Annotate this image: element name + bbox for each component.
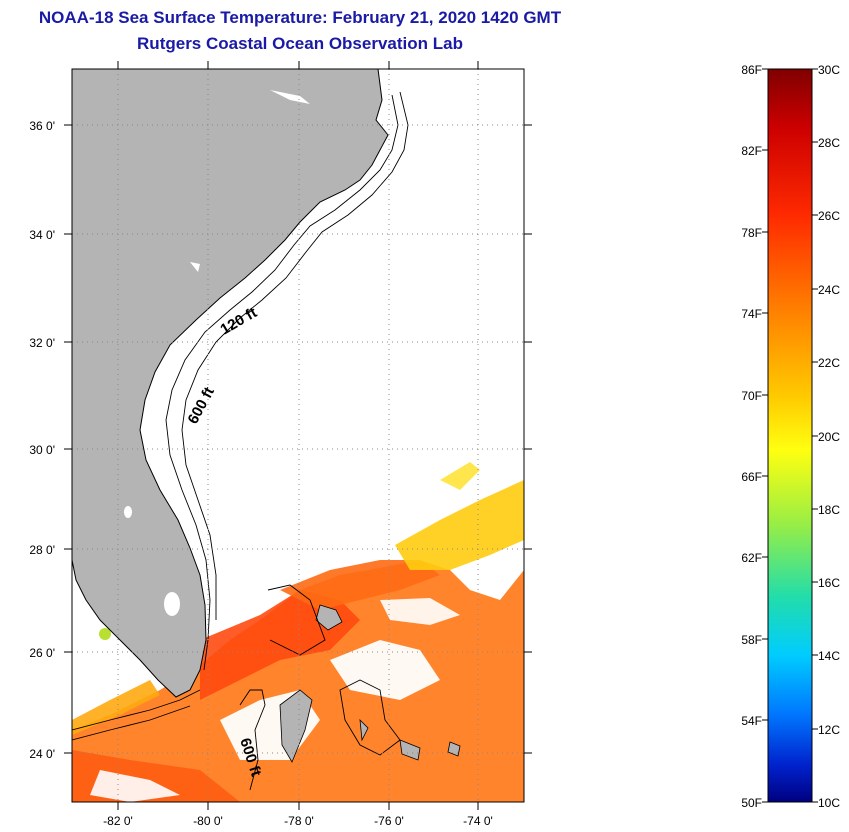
colorbar-f-label: 82F [741,144,762,158]
colorbar-c-label: 16C [818,576,840,590]
colorbar-c-label: 14C [818,649,840,663]
lat-tick-label: 26 0' [29,646,55,660]
colorbar-f-label: 50F [741,796,762,810]
map-panel: 120 ft 600 ft 600 ft 36 0' 34 0' 32 0' 3… [29,61,532,828]
lat-tick-label: 24 0' [29,747,55,761]
lat-tick-label: 28 0' [29,543,55,557]
isobath-contours [72,91,409,791]
colorbar-f-label: 70F [741,389,762,403]
lon-tick-label: -82 0' [103,814,133,828]
lat-tick-label: 30 0' [29,443,55,457]
colorbar-f-label: 62F [741,551,762,565]
colorbar-f-label: 66F [741,470,762,484]
map-frame [71,68,525,803]
colorbar-f-label: 74F [741,307,762,321]
map-subtitle: Rutgers Coastal Ocean Observation Lab [137,34,463,53]
lat-tick-label: 32 0' [29,336,55,350]
map-title: NOAA-18 Sea Surface Temperature: Februar… [38,8,562,27]
colorbar-f-label: 86F [741,63,762,77]
colorbar-c-label: 20C [818,430,840,444]
colorbar-c-label: 12C [818,723,840,737]
colorbar-f-label: 58F [741,633,762,647]
colorbar-c-label: 30C [818,63,840,77]
colorbar-c-label: 26C [818,209,840,223]
bahamas-islands [279,604,461,763]
lon-tick-label: -80 0' [193,814,223,828]
colorbar-c-label: 22C [818,356,840,370]
lat-tick-label: 36 0' [29,119,55,133]
temperature-colorbar: 86F 82F 78F 74F 70F 66F 62F 58F 54F 50F … [741,63,840,810]
colorbar-c-label: 10C [818,796,840,810]
colorbar-gradient [767,68,813,803]
colorbar-f-label: 54F [741,714,762,728]
lon-tick-label: -76 0' [374,814,404,828]
colorbar-c-label: 28C [818,136,840,150]
colorbar-f-label: 78F [741,226,762,240]
map-ticks [64,61,532,810]
lon-tick-label: -74 0' [463,814,493,828]
colorbar-c-label: 18C [818,503,840,517]
lon-tick-label: -78 0' [284,814,314,828]
map-gridlines [72,69,524,802]
land-north-america [72,69,389,698]
colorbar-c-label: 24C [818,283,840,297]
lat-tick-label: 34 0' [29,228,55,242]
